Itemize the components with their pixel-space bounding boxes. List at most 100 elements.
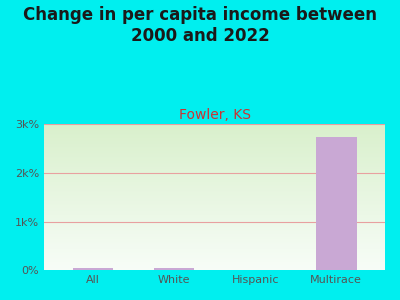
Bar [44,133,385,135]
Bar [44,253,385,254]
Bar [44,149,385,151]
Bar [44,228,385,229]
Bar [316,136,356,270]
Bar [44,129,385,130]
Bar [44,220,385,222]
Bar [44,218,385,219]
Bar [44,251,385,253]
Bar [44,167,385,168]
Bar [44,161,385,162]
Bar [44,257,385,259]
Bar [44,180,385,181]
Bar [72,268,113,270]
Bar [154,268,194,270]
Bar [44,137,385,139]
Bar [44,208,385,209]
Bar [44,234,385,235]
Bar [44,231,385,232]
Bar [44,266,385,267]
Bar [44,124,385,126]
Bar [44,237,385,238]
Bar [44,171,385,172]
Bar [44,190,385,191]
Bar [44,177,385,178]
Bar [44,178,385,180]
Bar [44,269,385,270]
Bar [44,215,385,216]
Bar [44,238,385,239]
Bar [44,219,385,220]
Bar [44,143,385,145]
Bar [44,224,385,225]
Bar [44,232,385,234]
Bar [44,140,385,142]
Bar [44,154,385,155]
Bar [44,210,385,212]
Bar [44,194,385,196]
Bar [44,205,385,206]
Bar [44,186,385,187]
Bar [44,263,385,264]
Bar [44,248,385,250]
Bar [44,187,385,188]
Bar [44,242,385,244]
Text: Change in per capita income between
2000 and 2022: Change in per capita income between 2000… [23,6,377,45]
Bar [44,193,385,194]
Bar [44,260,385,261]
Bar [44,202,385,203]
Bar [44,162,385,164]
Bar [44,197,385,199]
Bar [44,244,385,245]
Bar [44,145,385,146]
Bar [44,174,385,176]
Bar [44,130,385,132]
Bar [44,172,385,174]
Bar [44,264,385,266]
Bar [44,239,385,241]
Bar [44,259,385,260]
Bar [44,127,385,129]
Bar [44,241,385,242]
Bar [44,165,385,166]
Bar [44,146,385,148]
Bar [44,181,385,183]
Bar [44,132,385,133]
Bar [44,213,385,215]
Bar [44,256,385,257]
Bar [44,222,385,224]
Bar [44,188,385,190]
Bar [44,156,385,158]
Bar [44,152,385,154]
Title: Fowler, KS: Fowler, KS [178,108,250,122]
Bar [44,148,385,149]
Bar [44,250,385,251]
Bar [44,254,385,256]
Bar [44,191,385,193]
Bar [44,135,385,136]
Bar [44,126,385,127]
Bar [44,206,385,208]
Bar [44,184,385,186]
Bar [44,209,385,210]
Bar [44,199,385,200]
Bar [44,267,385,269]
Bar [44,155,385,156]
Bar [44,216,385,218]
Bar [44,226,385,228]
Bar [44,168,385,170]
Bar [44,169,385,171]
Bar [44,151,385,152]
Bar [44,164,385,165]
Bar [44,247,385,248]
Bar [44,212,385,213]
Bar [44,245,385,247]
Bar [44,139,385,140]
Bar [44,158,385,159]
Bar [44,235,385,237]
Bar [44,183,385,184]
Bar [44,159,385,161]
Bar [44,229,385,231]
Bar [44,200,385,202]
Bar [44,225,385,226]
Bar [44,196,385,197]
